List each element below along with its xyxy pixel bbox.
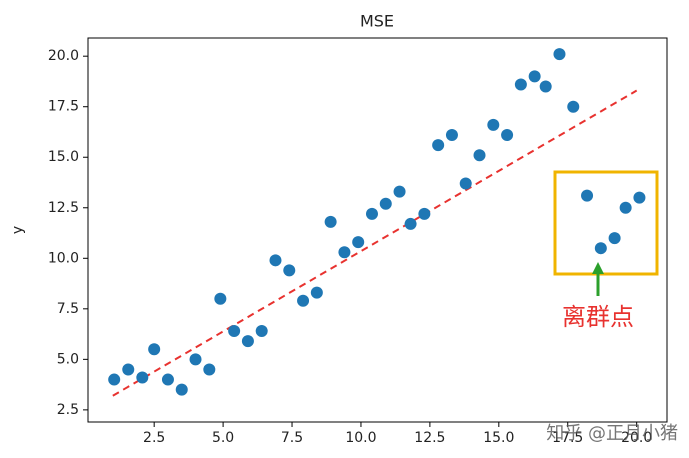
x-tick-label: 5.0	[212, 430, 234, 446]
point	[459, 177, 472, 190]
point	[473, 149, 486, 162]
point	[148, 343, 161, 356]
x-tick-label: 2.5	[143, 430, 165, 446]
point	[214, 292, 227, 305]
point	[365, 207, 378, 220]
point	[161, 373, 174, 386]
point	[501, 129, 514, 142]
x-tick-label: 10.0	[345, 430, 376, 446]
point	[594, 242, 607, 255]
y-tick-label: 7.5	[57, 301, 79, 317]
point	[487, 118, 500, 131]
point	[404, 217, 417, 230]
outlier-box	[553, 170, 659, 276]
point	[255, 325, 268, 338]
point	[553, 48, 566, 61]
y-tick-label: 20.0	[48, 48, 79, 64]
point	[567, 100, 580, 113]
point	[418, 207, 431, 220]
point	[528, 70, 541, 83]
point	[445, 129, 458, 142]
y-tick-label: 10.0	[48, 250, 79, 266]
point	[324, 215, 337, 228]
arrow-head	[592, 262, 604, 274]
point	[175, 383, 188, 396]
point	[338, 246, 351, 259]
point	[633, 191, 646, 204]
point	[608, 232, 621, 245]
x-tick-label: 7.5	[281, 430, 303, 446]
y-tick-label: 2.5	[57, 402, 79, 418]
point	[122, 363, 135, 376]
point	[581, 189, 594, 202]
point	[228, 325, 241, 338]
point	[432, 139, 445, 152]
point	[619, 201, 632, 214]
point	[379, 197, 392, 210]
point	[108, 373, 121, 386]
y-tick-label: 12.5	[48, 200, 79, 216]
point	[393, 185, 406, 198]
plot-frame	[87, 37, 668, 423]
x-tick-label: 20.0	[621, 430, 652, 446]
chart-title: MSE	[360, 12, 394, 31]
point	[203, 363, 216, 376]
point	[241, 335, 254, 348]
x-tick-label: 12.5	[414, 430, 445, 446]
y-tick-label: 5.0	[57, 351, 79, 367]
watermark: 知乎 @正月小猪	[546, 423, 678, 444]
point	[352, 236, 365, 249]
fit-line	[112, 89, 638, 397]
point	[310, 286, 323, 299]
x-tick-label: 17.5	[552, 430, 583, 446]
x-tick-label: 15.0	[483, 430, 514, 446]
point	[269, 254, 282, 267]
annotation: 离群点	[562, 303, 634, 331]
point	[539, 80, 552, 93]
point	[283, 264, 296, 277]
point	[297, 294, 310, 307]
y-axis-label: y	[10, 226, 26, 234]
y-tick-label: 17.5	[48, 99, 79, 115]
y-tick-label: 15.0	[48, 149, 79, 165]
point	[189, 353, 202, 366]
point	[514, 78, 527, 91]
point	[136, 371, 149, 384]
